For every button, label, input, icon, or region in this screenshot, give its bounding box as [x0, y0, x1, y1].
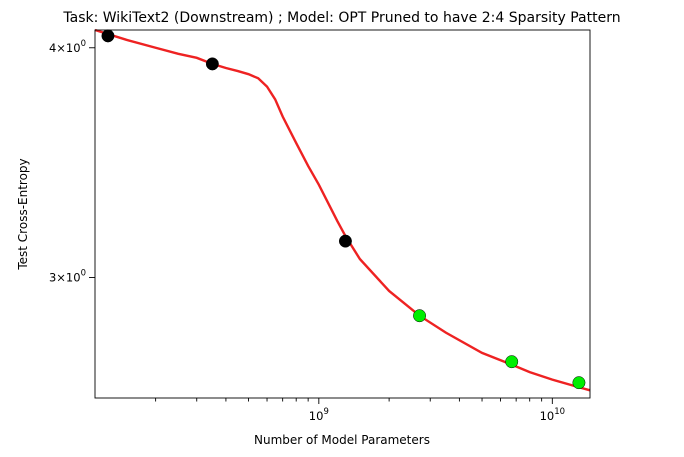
x-tick-label: 109 — [309, 407, 329, 423]
data-point — [413, 309, 426, 323]
data-point — [205, 57, 219, 71]
fit-line — [94, 28, 591, 392]
y-tick-label: 4×100 — [49, 39, 86, 55]
data-point — [338, 234, 352, 248]
x-axis-label: Number of Model Parameters — [254, 433, 430, 447]
data-point — [572, 376, 586, 390]
plot-frame — [94, 29, 591, 399]
chart-title: Task: WikiText2 (Downstream) ; Model: OP… — [62, 10, 620, 26]
data-point — [505, 355, 519, 369]
data-point — [101, 29, 115, 43]
y-axis-label: Test Cross-Entropy — [16, 158, 30, 270]
x-tick-label: 1010 — [540, 407, 565, 423]
axes: 109 1010 3×100 4×100 — [49, 29, 591, 423]
y-tick-label: 3×100 — [49, 269, 86, 285]
plot-area — [94, 28, 591, 392]
